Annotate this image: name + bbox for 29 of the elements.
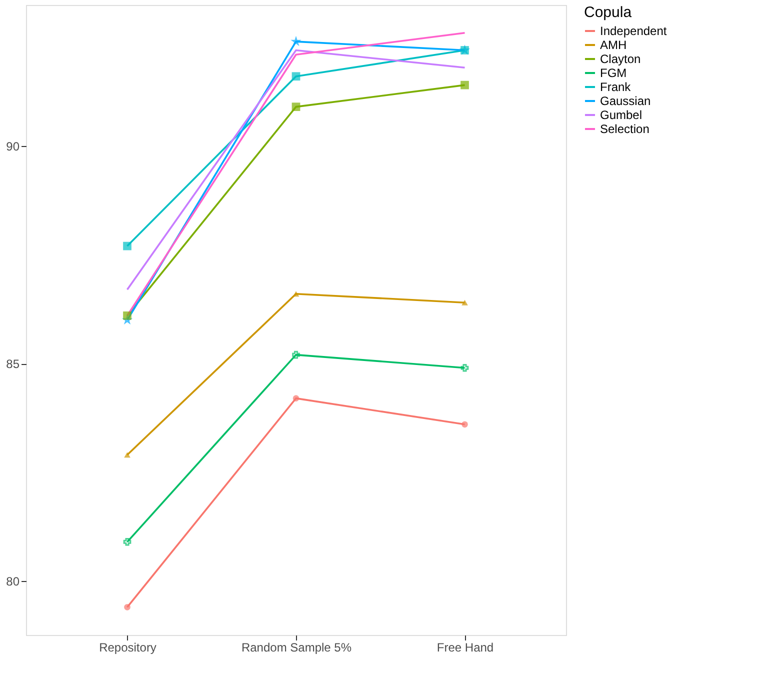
y-tick-label: 80 — [6, 574, 20, 589]
point — [462, 421, 468, 428]
legend-label: Gaussian — [600, 94, 651, 108]
x-tick-label: Random Sample 5% — [241, 640, 352, 654]
legend-label: AMH — [600, 38, 627, 52]
y-tick-label: 90 — [6, 139, 20, 154]
point — [123, 538, 132, 546]
legend-label: Clayton — [600, 52, 641, 66]
point — [124, 604, 130, 610]
legend-label: FGM — [600, 66, 627, 80]
point — [460, 80, 469, 90]
point — [462, 300, 468, 306]
point — [292, 395, 300, 402]
point — [460, 364, 469, 372]
point — [292, 102, 300, 111]
point — [292, 350, 300, 359]
y-tick-label: 85 — [6, 357, 20, 372]
point — [123, 242, 132, 250]
legend-label: Frank — [600, 80, 632, 94]
legend-label: Independent — [600, 24, 668, 38]
point — [292, 72, 300, 81]
x-tick-label: Repository — [99, 640, 156, 654]
legend-title: Copula — [584, 4, 632, 21]
point — [124, 452, 130, 458]
x-tick-label: Free Hand — [436, 640, 494, 654]
point — [292, 291, 300, 297]
legend-label: Gumbel — [600, 108, 642, 122]
point — [123, 311, 132, 320]
legend-label: Selection — [600, 122, 650, 136]
